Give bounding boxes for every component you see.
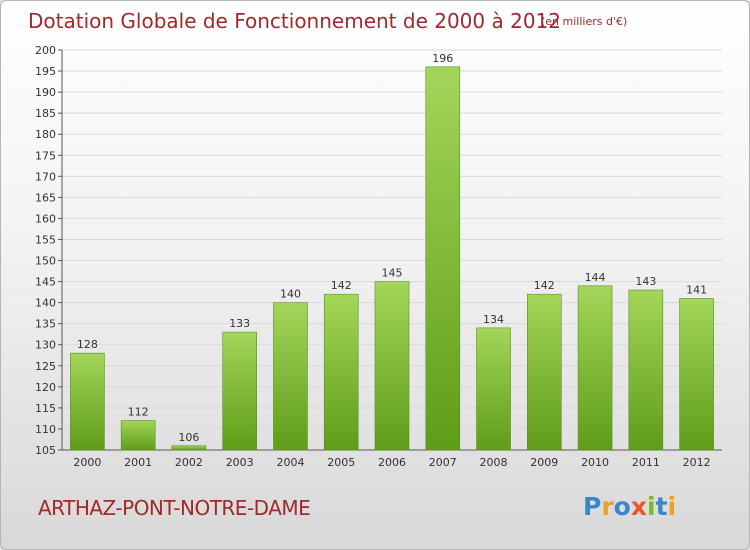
- bar-2004: [273, 302, 308, 451]
- x-tick-label: 2009: [530, 456, 558, 469]
- y-tick-label: 135: [35, 318, 56, 331]
- x-tick-label: 2005: [327, 456, 355, 469]
- y-tick-label: 175: [35, 149, 56, 162]
- y-tick-label: 120: [35, 381, 56, 394]
- bar-2009: [527, 293, 562, 451]
- bar-2007: [425, 66, 461, 451]
- data-label-2004: 140: [280, 288, 301, 301]
- x-tick-label: 2001: [124, 456, 152, 469]
- data-label-2005: 142: [331, 279, 352, 292]
- y-tick-label: 125: [35, 360, 56, 373]
- y-tick-label: 155: [35, 233, 56, 246]
- y-tick-label: 150: [35, 255, 56, 268]
- data-label-2011: 143: [635, 275, 656, 288]
- data-labels: 128 112 106 133 140 142 145 196 134 142 144 143 141: [77, 52, 707, 444]
- x-tick-label: 2004: [276, 456, 304, 469]
- x-tick-label: 2011: [632, 456, 660, 469]
- x-tick-label: 2008: [480, 456, 508, 469]
- bar-2008: [476, 327, 511, 451]
- proxiti-logo: Proxiti: [583, 492, 676, 521]
- y-tick-label: 160: [35, 212, 56, 225]
- bars: [70, 66, 714, 451]
- data-label-2008: 134: [483, 313, 504, 326]
- data-label-2001: 112: [128, 406, 149, 419]
- data-label-2003: 133: [229, 317, 250, 330]
- y-tick-label: 195: [35, 65, 56, 78]
- bar-2005: [323, 293, 359, 451]
- commune-name: ARTHAZ-PONT-NOTRE-DAME: [38, 496, 311, 520]
- bar-2006: [374, 281, 410, 451]
- data-label-2010: 144: [585, 271, 606, 284]
- bar-2010: [577, 285, 613, 451]
- y-tick-labels: 105 110 115 120 125 130 135 140 145 150 155 160 165 1…: [35, 44, 56, 457]
- data-label-2002: 106: [178, 431, 199, 444]
- x-tick-label: 2003: [226, 456, 254, 469]
- bar-2003: [222, 331, 257, 451]
- y-tick-label: 190: [35, 86, 56, 99]
- y-tick-label: 145: [35, 276, 56, 289]
- y-tick-label: 140: [35, 297, 56, 310]
- bar-2011: [628, 289, 664, 451]
- data-label-2007: 196: [432, 52, 453, 65]
- svg-text:Proxiti: Proxiti: [583, 492, 676, 521]
- y-tick-label: 185: [35, 107, 56, 120]
- data-label-2009: 142: [534, 279, 555, 292]
- x-tick-labels: 2000 2001 2002 2003 2004 2005 2006 2007 2008 2009…: [73, 456, 710, 469]
- data-label-2006: 145: [382, 267, 403, 280]
- y-tick-label: 170: [35, 170, 56, 183]
- y-tick-label: 200: [35, 44, 56, 57]
- x-tick-label: 2010: [581, 456, 609, 469]
- y-tick-label: 130: [35, 339, 56, 352]
- x-tick-label: 2012: [683, 456, 711, 469]
- x-tick-label: 2000: [73, 456, 101, 469]
- x-tick-label: 2007: [429, 456, 457, 469]
- chart-subtitle: (en milliers d'€): [541, 15, 628, 28]
- y-tick-label: 180: [35, 128, 56, 141]
- bar-2000: [70, 352, 105, 451]
- x-tick-label: 2002: [175, 456, 203, 469]
- data-label-2012: 141: [686, 283, 707, 296]
- y-tick-label: 105: [35, 444, 56, 457]
- bar-2001: [120, 420, 156, 451]
- y-tick-label: 110: [35, 423, 56, 436]
- y-tick-label: 115: [35, 402, 56, 415]
- bar-2012: [679, 298, 714, 451]
- bar-2002: [171, 445, 207, 451]
- chart-title: Dotation Globale de Fonctionnement de 20…: [28, 9, 561, 33]
- x-tick-label: 2006: [378, 456, 406, 469]
- y-tick-label: 165: [35, 191, 56, 204]
- data-label-2000: 128: [77, 338, 98, 351]
